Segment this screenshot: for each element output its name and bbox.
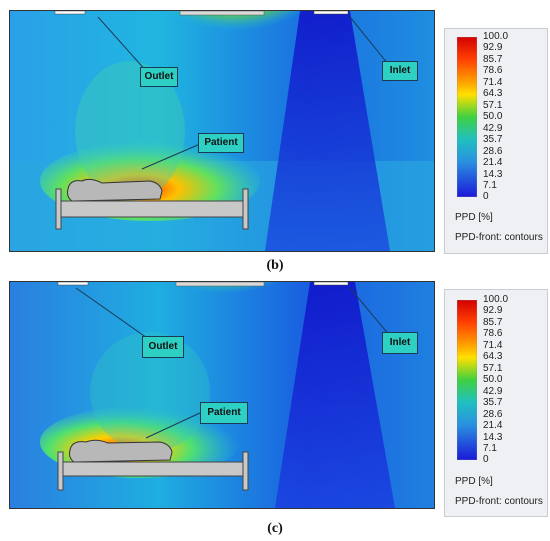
tick-label: 28.6 [483, 146, 503, 157]
tick-label: 42.9 [483, 123, 503, 134]
tick-label: 85.7 [483, 317, 503, 328]
tick-label: 78.6 [483, 328, 503, 339]
caption-c: (c) [267, 521, 283, 536]
tick-label: 21.4 [483, 157, 503, 168]
outlet-label: Outlet [142, 336, 184, 358]
patient-label: Patient [200, 402, 248, 424]
ppd-contour-plot-c: Outlet Inlet Patient [9, 281, 435, 509]
outlet-label: Outlet [140, 67, 178, 87]
tick-label: 64.3 [483, 351, 503, 362]
tick-label: 71.4 [483, 340, 503, 351]
bed-c [57, 451, 249, 491]
panel-c: Outlet Inlet Patient (c) 100.0 [0, 275, 550, 541]
tick-label: 57.1 [483, 100, 503, 111]
tick-label: 78.6 [483, 65, 503, 76]
tick-label: 7.1 [483, 443, 497, 454]
tick-label: 50.0 [483, 374, 503, 385]
tick-label: 57.1 [483, 363, 503, 374]
tick-label: 0 [483, 454, 489, 465]
tick-label: 92.9 [483, 305, 503, 316]
tick-label: 92.9 [483, 42, 503, 53]
tick-label: 64.3 [483, 88, 503, 99]
tick-label: 28.6 [483, 409, 503, 420]
legend-subtitle-b: PPD-front: contours [455, 232, 543, 243]
tick-label: 14.3 [483, 432, 503, 443]
patient-body-b [67, 178, 163, 202]
patient-label: Patient [198, 133, 244, 153]
tick-label: 35.7 [483, 134, 503, 145]
contour-field-b [10, 11, 434, 251]
legend-c: 100.0 92.9 85.7 78.6 71.4 64.3 57.1 50.0… [444, 289, 548, 517]
patient-body-c [69, 439, 173, 463]
inlet-label: Inlet [382, 332, 418, 354]
legend-subtitle-c: PPD-front: contours [455, 496, 543, 507]
panel-b: Outlet Inlet Patient (b) 100.0 [9, 10, 548, 273]
tick-label: 100.0 [483, 294, 509, 305]
legend-title-b: PPD [%] [455, 212, 493, 223]
color-bar-c [457, 300, 477, 460]
caption-b: (b) [266, 258, 284, 273]
legend-title-c: PPD [%] [455, 476, 493, 487]
bed-b [55, 188, 249, 230]
ppd-contour-plot-b: Outlet Inlet Patient [9, 10, 435, 252]
tick-label: 50.0 [483, 111, 503, 122]
tick-label: 0 [483, 191, 489, 202]
tick-label: 14.3 [483, 169, 503, 180]
tick-label: 71.4 [483, 77, 503, 88]
tick-label: 42.9 [483, 386, 503, 397]
tick-label: 35.7 [483, 397, 503, 408]
tick-label: 85.7 [483, 54, 503, 65]
inlet-label: Inlet [382, 61, 418, 81]
tick-label: 7.1 [483, 180, 497, 191]
tick-label: 21.4 [483, 420, 503, 431]
contour-field-c [10, 282, 434, 508]
legend-b: 100.0 92.9 85.7 78.6 71.4 64.3 57.1 50.0… [444, 28, 548, 254]
color-bar-b [457, 37, 477, 197]
tick-label: 100.0 [483, 31, 509, 42]
